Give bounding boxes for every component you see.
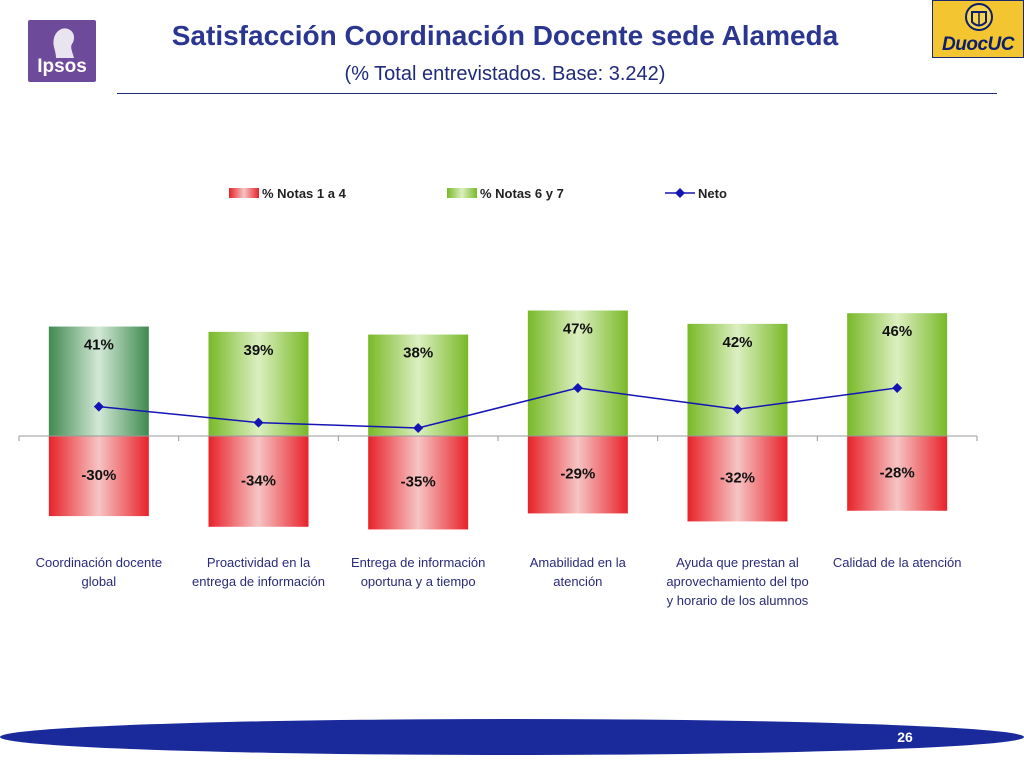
bar-positive bbox=[847, 313, 948, 436]
chart: % Notas 1 a 4 % Notas 6 y 7 Neto 41% -30% 39… bbox=[18, 186, 978, 608]
ipsos-logo-text: Ipsos bbox=[37, 56, 87, 77]
legend-negative-swatch bbox=[229, 188, 259, 198]
bar-negative bbox=[847, 436, 948, 511]
category-label: y horario de los alumnos bbox=[667, 593, 809, 608]
title-divider bbox=[117, 93, 997, 94]
category-label: aprovechamiento del tpo bbox=[666, 574, 808, 589]
category-label: Coordinación docente bbox=[36, 555, 162, 570]
bar-negative bbox=[208, 436, 309, 527]
chart-bars bbox=[48, 310, 948, 530]
category-label: Proactividad en la bbox=[207, 555, 311, 570]
footer-band bbox=[0, 719, 1024, 755]
bar-negative bbox=[368, 436, 469, 530]
category-label: atención bbox=[553, 574, 602, 589]
data-label-positive: 47% bbox=[563, 321, 593, 338]
legend-neto-label: Neto bbox=[698, 186, 727, 201]
category-label: Entrega de información bbox=[351, 555, 485, 570]
neto-point bbox=[253, 417, 264, 428]
category-label: entrega de información bbox=[192, 574, 325, 589]
legend-positive-label: % Notas 6 y 7 bbox=[480, 186, 564, 201]
neto-point bbox=[572, 382, 583, 393]
neto-point bbox=[732, 404, 743, 415]
data-label-positive: 42% bbox=[722, 334, 752, 351]
data-label-negative: -35% bbox=[401, 474, 436, 491]
ipsos-logo: Ipsos bbox=[28, 20, 96, 82]
neto-point bbox=[892, 382, 903, 393]
data-label-negative: -29% bbox=[560, 466, 595, 483]
legend-negative-label: % Notas 1 a 4 bbox=[262, 186, 347, 201]
duoc-logo-text: DuocUC bbox=[942, 34, 1014, 55]
category-label: global bbox=[81, 574, 116, 589]
bar-negative bbox=[687, 436, 788, 522]
data-label-negative: -28% bbox=[880, 464, 915, 481]
data-label-negative: -34% bbox=[241, 472, 276, 489]
category-label: Ayuda que prestan al bbox=[676, 555, 799, 570]
bar-negative bbox=[48, 436, 149, 517]
category-label: Calidad de la atención bbox=[833, 555, 962, 570]
page-subtitle: (% Total entrevistados. Base: 3.242) bbox=[344, 63, 666, 85]
duoc-logo: DuocUC bbox=[932, 0, 1024, 58]
neto-point bbox=[413, 422, 424, 433]
data-label-positive: 46% bbox=[882, 323, 912, 340]
data-label-positive: 39% bbox=[243, 342, 273, 359]
bar-positive bbox=[48, 326, 149, 436]
chart-axis bbox=[18, 435, 978, 441]
neto-line bbox=[98, 387, 898, 429]
data-label-negative: -30% bbox=[81, 467, 116, 484]
ipsos-head-icon bbox=[53, 28, 75, 58]
data-label-negative: -32% bbox=[720, 470, 755, 487]
neto-series bbox=[93, 382, 903, 433]
legend-positive-swatch bbox=[447, 188, 477, 198]
duoc-seal-icon bbox=[965, 3, 993, 31]
neto-point bbox=[93, 401, 104, 412]
bar-positive bbox=[687, 323, 788, 436]
bar-positive bbox=[527, 310, 628, 436]
chart-legend: % Notas 1 a 4 % Notas 6 y 7 Neto bbox=[229, 186, 727, 201]
data-label-positive: 41% bbox=[84, 337, 114, 354]
page-number: 26 bbox=[897, 729, 913, 745]
chart-labels: 41% -30% 39% -34% 38% -35% 47% -29% 42% -32% 46% -2… bbox=[81, 321, 914, 491]
category-label: oportuna y a tiempo bbox=[361, 574, 476, 589]
bar-negative bbox=[527, 436, 628, 514]
category-labels: Coordinación docente global Proactividad e… bbox=[36, 555, 962, 608]
legend-neto-marker bbox=[675, 188, 685, 198]
page-title: Satisfacción Coordinación Docente sede A… bbox=[171, 20, 839, 51]
data-label-positive: 38% bbox=[403, 345, 433, 362]
category-label: Amabilidad en la bbox=[530, 555, 627, 570]
